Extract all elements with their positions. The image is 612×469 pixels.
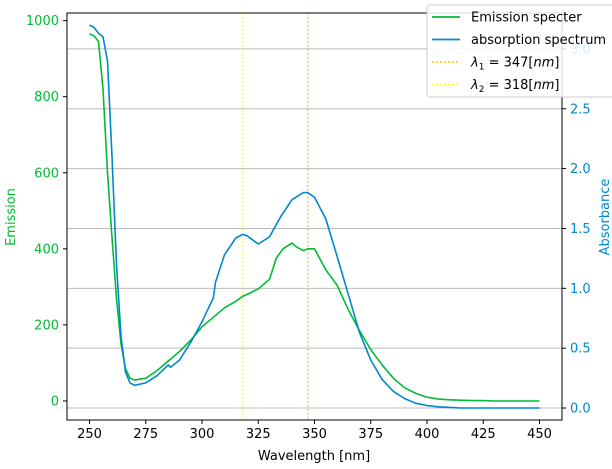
- x-axis-label: Wavelength [nm]: [258, 449, 370, 464]
- left-axis-label: Emission: [4, 188, 19, 246]
- reference-lines: [241, 13, 309, 420]
- x-axis-ticks: 250 275 300 325 350 375 400 425 450: [77, 420, 552, 442]
- right-tick-label: 1.0: [570, 282, 591, 297]
- legend: Emission specter absorption spectrum λ1 = …: [426, 4, 612, 98]
- x-tick-label: 250: [77, 427, 102, 442]
- left-tick-label: 1000: [26, 14, 59, 29]
- legend-label: λ2 = 318[nm]: [470, 78, 559, 95]
- left-tick-label: 200: [34, 318, 59, 333]
- x-tick-label: 450: [527, 427, 552, 442]
- x-tick-label: 325: [246, 427, 271, 442]
- x-tick-label: 375: [358, 427, 383, 442]
- left-tick-label: 400: [34, 242, 59, 257]
- right-axis-ticks: 0.00.51.01.52.02.53.0: [562, 42, 591, 417]
- legend-label: λ1 = 347[nm]: [470, 56, 559, 73]
- x-tick-label: 350: [302, 427, 327, 442]
- x-tick-label: 275: [133, 427, 158, 442]
- x-tick-label: 300: [190, 427, 215, 442]
- left-axis-ticks: 0 200 400 600 800 1000: [26, 14, 67, 409]
- legend-label: Emission specter: [471, 11, 582, 26]
- grid-lines: [67, 48, 562, 409]
- right-axis-label: Absorbance: [598, 179, 612, 256]
- left-tick-label: 600: [34, 166, 59, 181]
- absorption-series-line: [89, 24, 540, 409]
- right-tick-label: 0.5: [570, 342, 591, 357]
- right-tick-label: 0.0: [570, 402, 591, 417]
- right-tick-label: 2.0: [570, 162, 591, 177]
- left-tick-label: 800: [34, 90, 59, 105]
- legend-label: absorption spectrum: [471, 33, 606, 48]
- right-tick-label: 2.5: [570, 102, 591, 117]
- data-series: [89, 24, 540, 409]
- x-tick-label: 425: [471, 427, 496, 442]
- left-tick-label: 0: [51, 394, 59, 409]
- legend-box: [426, 4, 612, 98]
- right-tick-label: 1.5: [570, 222, 591, 237]
- x-tick-label: 400: [415, 427, 440, 442]
